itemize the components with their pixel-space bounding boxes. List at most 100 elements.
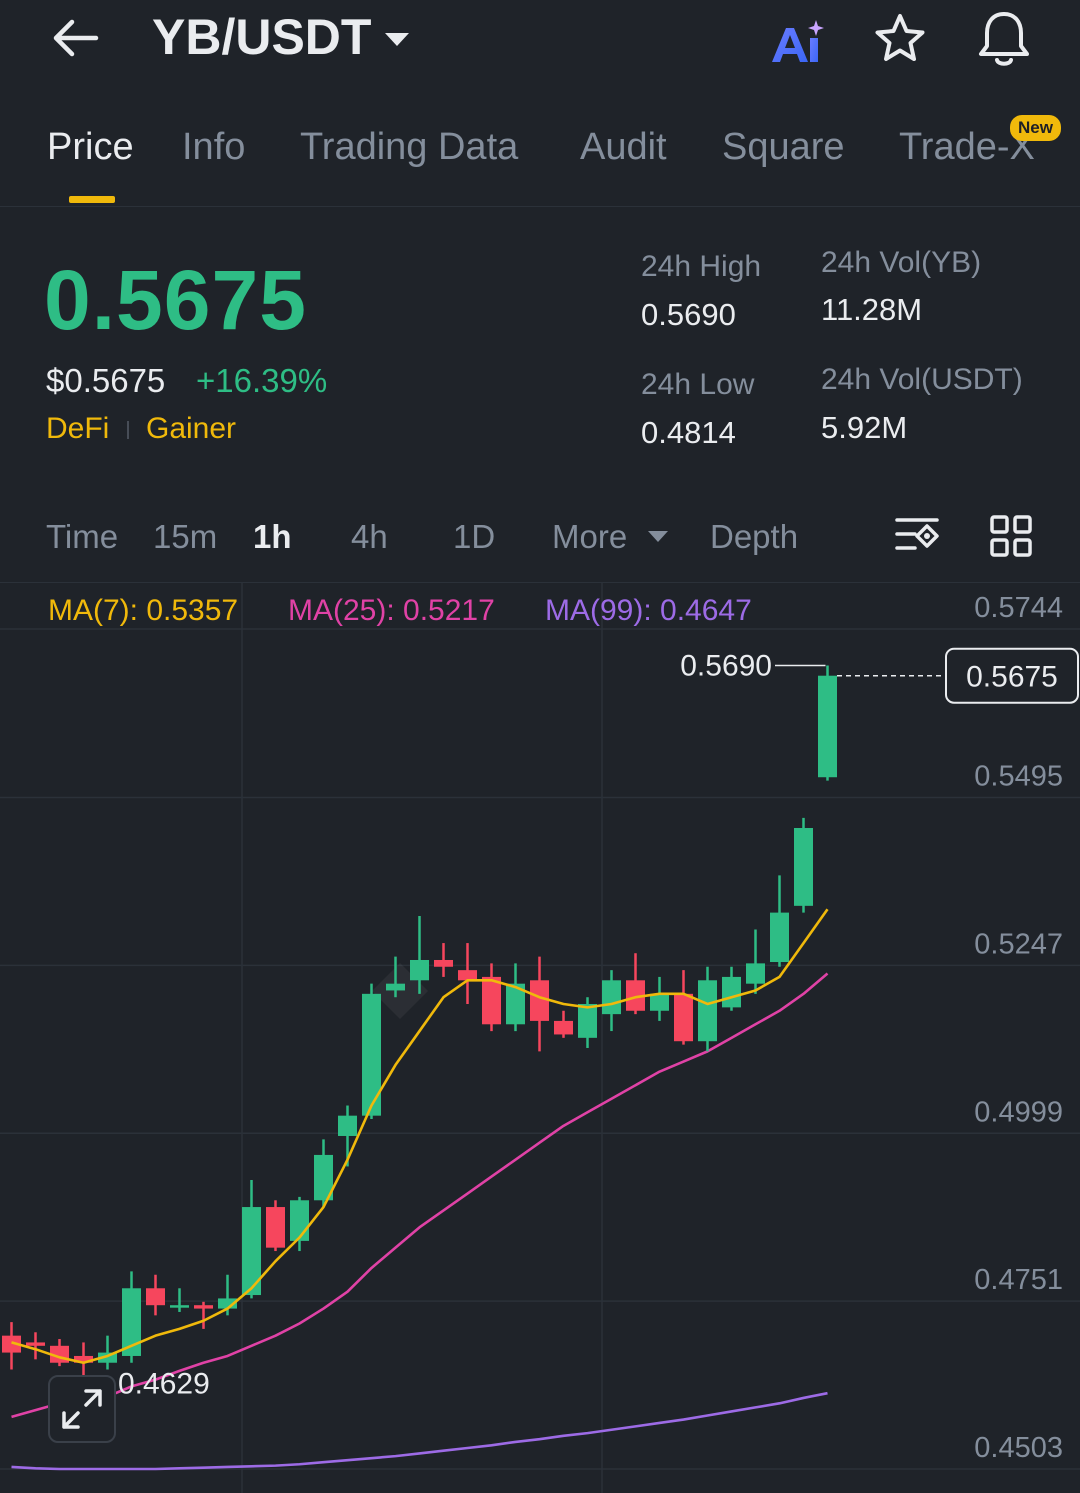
interval-15m[interactable]: 15m [153, 518, 218, 555]
high-marker-label: 0.5690 [680, 650, 772, 683]
candle [410, 915, 429, 994]
tab-info[interactable]: Info [182, 126, 246, 168]
high-value: 0.5690 [641, 297, 736, 332]
candle-body [746, 963, 765, 984]
candle [770, 875, 789, 967]
candle [434, 943, 453, 977]
candle-body [794, 828, 813, 906]
tab-trading-data[interactable]: Trading Data [300, 126, 519, 168]
interval-1h[interactable]: 1h [253, 518, 292, 555]
divider [0, 582, 1080, 583]
candle-body [698, 980, 717, 1042]
candle-body [242, 1207, 261, 1296]
y-axis-tick-label: 0.5495 [974, 761, 1063, 793]
candle [506, 963, 525, 1032]
vol-quote-value: 5.92M [821, 410, 908, 445]
candle-body [650, 993, 669, 1011]
candle [338, 1105, 357, 1167]
candle-body [674, 993, 693, 1042]
candle [698, 966, 717, 1052]
candle-body [362, 993, 381, 1116]
price-change: +16.39% [196, 362, 328, 399]
candle [530, 956, 549, 1052]
candle [794, 817, 813, 913]
new-badge: New [1010, 115, 1061, 141]
candle [362, 983, 381, 1120]
vol-quote-label: 24h Vol(USDT) [821, 363, 1023, 396]
candle [266, 1200, 285, 1252]
tab-bar: Price Info Trading Data Audit Square Tra… [0, 120, 1080, 207]
candle-body [98, 1352, 117, 1363]
interval-more[interactable]: More [552, 518, 628, 555]
fullscreen-button[interactable] [48, 1375, 116, 1443]
candle-body [2, 1335, 21, 1353]
bell-icon [979, 12, 1029, 66]
ma25-label: MA(25): 0.5217 [288, 594, 495, 627]
candle [50, 1339, 69, 1367]
tag-gainer[interactable]: Gainer [146, 412, 237, 445]
back-button[interactable] [50, 14, 102, 62]
candle [314, 1139, 333, 1208]
candle [722, 966, 741, 1011]
candle [818, 665, 837, 781]
star-icon [875, 14, 925, 61]
tag-divider [127, 421, 129, 439]
vol-base-value: 11.28M [821, 292, 923, 327]
candle [2, 1322, 21, 1370]
candle-body [530, 980, 549, 1021]
low-label: 24h Low [641, 368, 755, 401]
y-axis-tick-label: 0.4751 [974, 1264, 1063, 1296]
candle [626, 953, 645, 1015]
candle-body [506, 983, 525, 1025]
back-arrow-icon [53, 19, 99, 57]
candle [554, 1010, 573, 1038]
candle [146, 1274, 165, 1316]
candle [170, 1288, 189, 1312]
candle [26, 1332, 45, 1360]
depth-tab[interactable]: Depth [710, 518, 799, 555]
tab-audit[interactable]: Audit [580, 126, 667, 168]
candle-body [146, 1288, 165, 1306]
candle-body [122, 1288, 141, 1356]
caret-down-icon [385, 32, 410, 46]
candle-body [290, 1200, 309, 1241]
interval-4h[interactable]: 4h [351, 518, 388, 555]
candle-body [74, 1355, 93, 1363]
high-label: 24h High [641, 250, 762, 283]
candle-body [338, 1115, 357, 1136]
candle [242, 1179, 261, 1299]
vol-base-label: 24h Vol(YB) [821, 246, 982, 279]
candle [122, 1271, 141, 1363]
ma99-line [11, 1391, 828, 1471]
tag-defi[interactable]: DeFi [46, 412, 110, 445]
candle-body [554, 1020, 573, 1035]
ai-icon [772, 20, 824, 62]
more-caret-icon [648, 531, 668, 542]
indicator-settings-button[interactable] [893, 514, 943, 558]
y-axis-tick-label: 0.4999 [974, 1096, 1063, 1128]
last-price: 0.5675 [44, 253, 307, 347]
layout-button[interactable] [989, 514, 1033, 558]
candle-body [218, 1298, 237, 1309]
candle-body [578, 1003, 597, 1038]
y-axis-tick-label: 0.4503 [974, 1432, 1063, 1464]
interval-time[interactable]: Time [46, 518, 119, 555]
candle-body [26, 1342, 45, 1346]
alert-button[interactable] [976, 10, 1032, 68]
favorite-button[interactable] [873, 12, 927, 66]
grid-icon [990, 515, 1032, 557]
interval-1d[interactable]: 1D [453, 518, 496, 555]
tab-square[interactable]: Square [722, 126, 845, 168]
candle-body [626, 980, 645, 1011]
ma25-line [11, 972, 829, 1419]
candle-body [386, 983, 405, 991]
usd-price: $0.5675 [46, 362, 166, 399]
pair-selector[interactable]: YB/USDT [152, 8, 410, 66]
low-value: 0.4814 [641, 415, 736, 450]
tab-price[interactable]: Price [47, 126, 134, 168]
ai-button[interactable] [768, 18, 826, 66]
candle-body [266, 1207, 285, 1248]
candlestick-chart[interactable]: 0.5744 0.5495 0.5247 0.4999 0.4751 0.4503 0.5… [0, 583, 1080, 1493]
candle-body [770, 912, 789, 963]
active-tab-indicator [69, 196, 115, 203]
